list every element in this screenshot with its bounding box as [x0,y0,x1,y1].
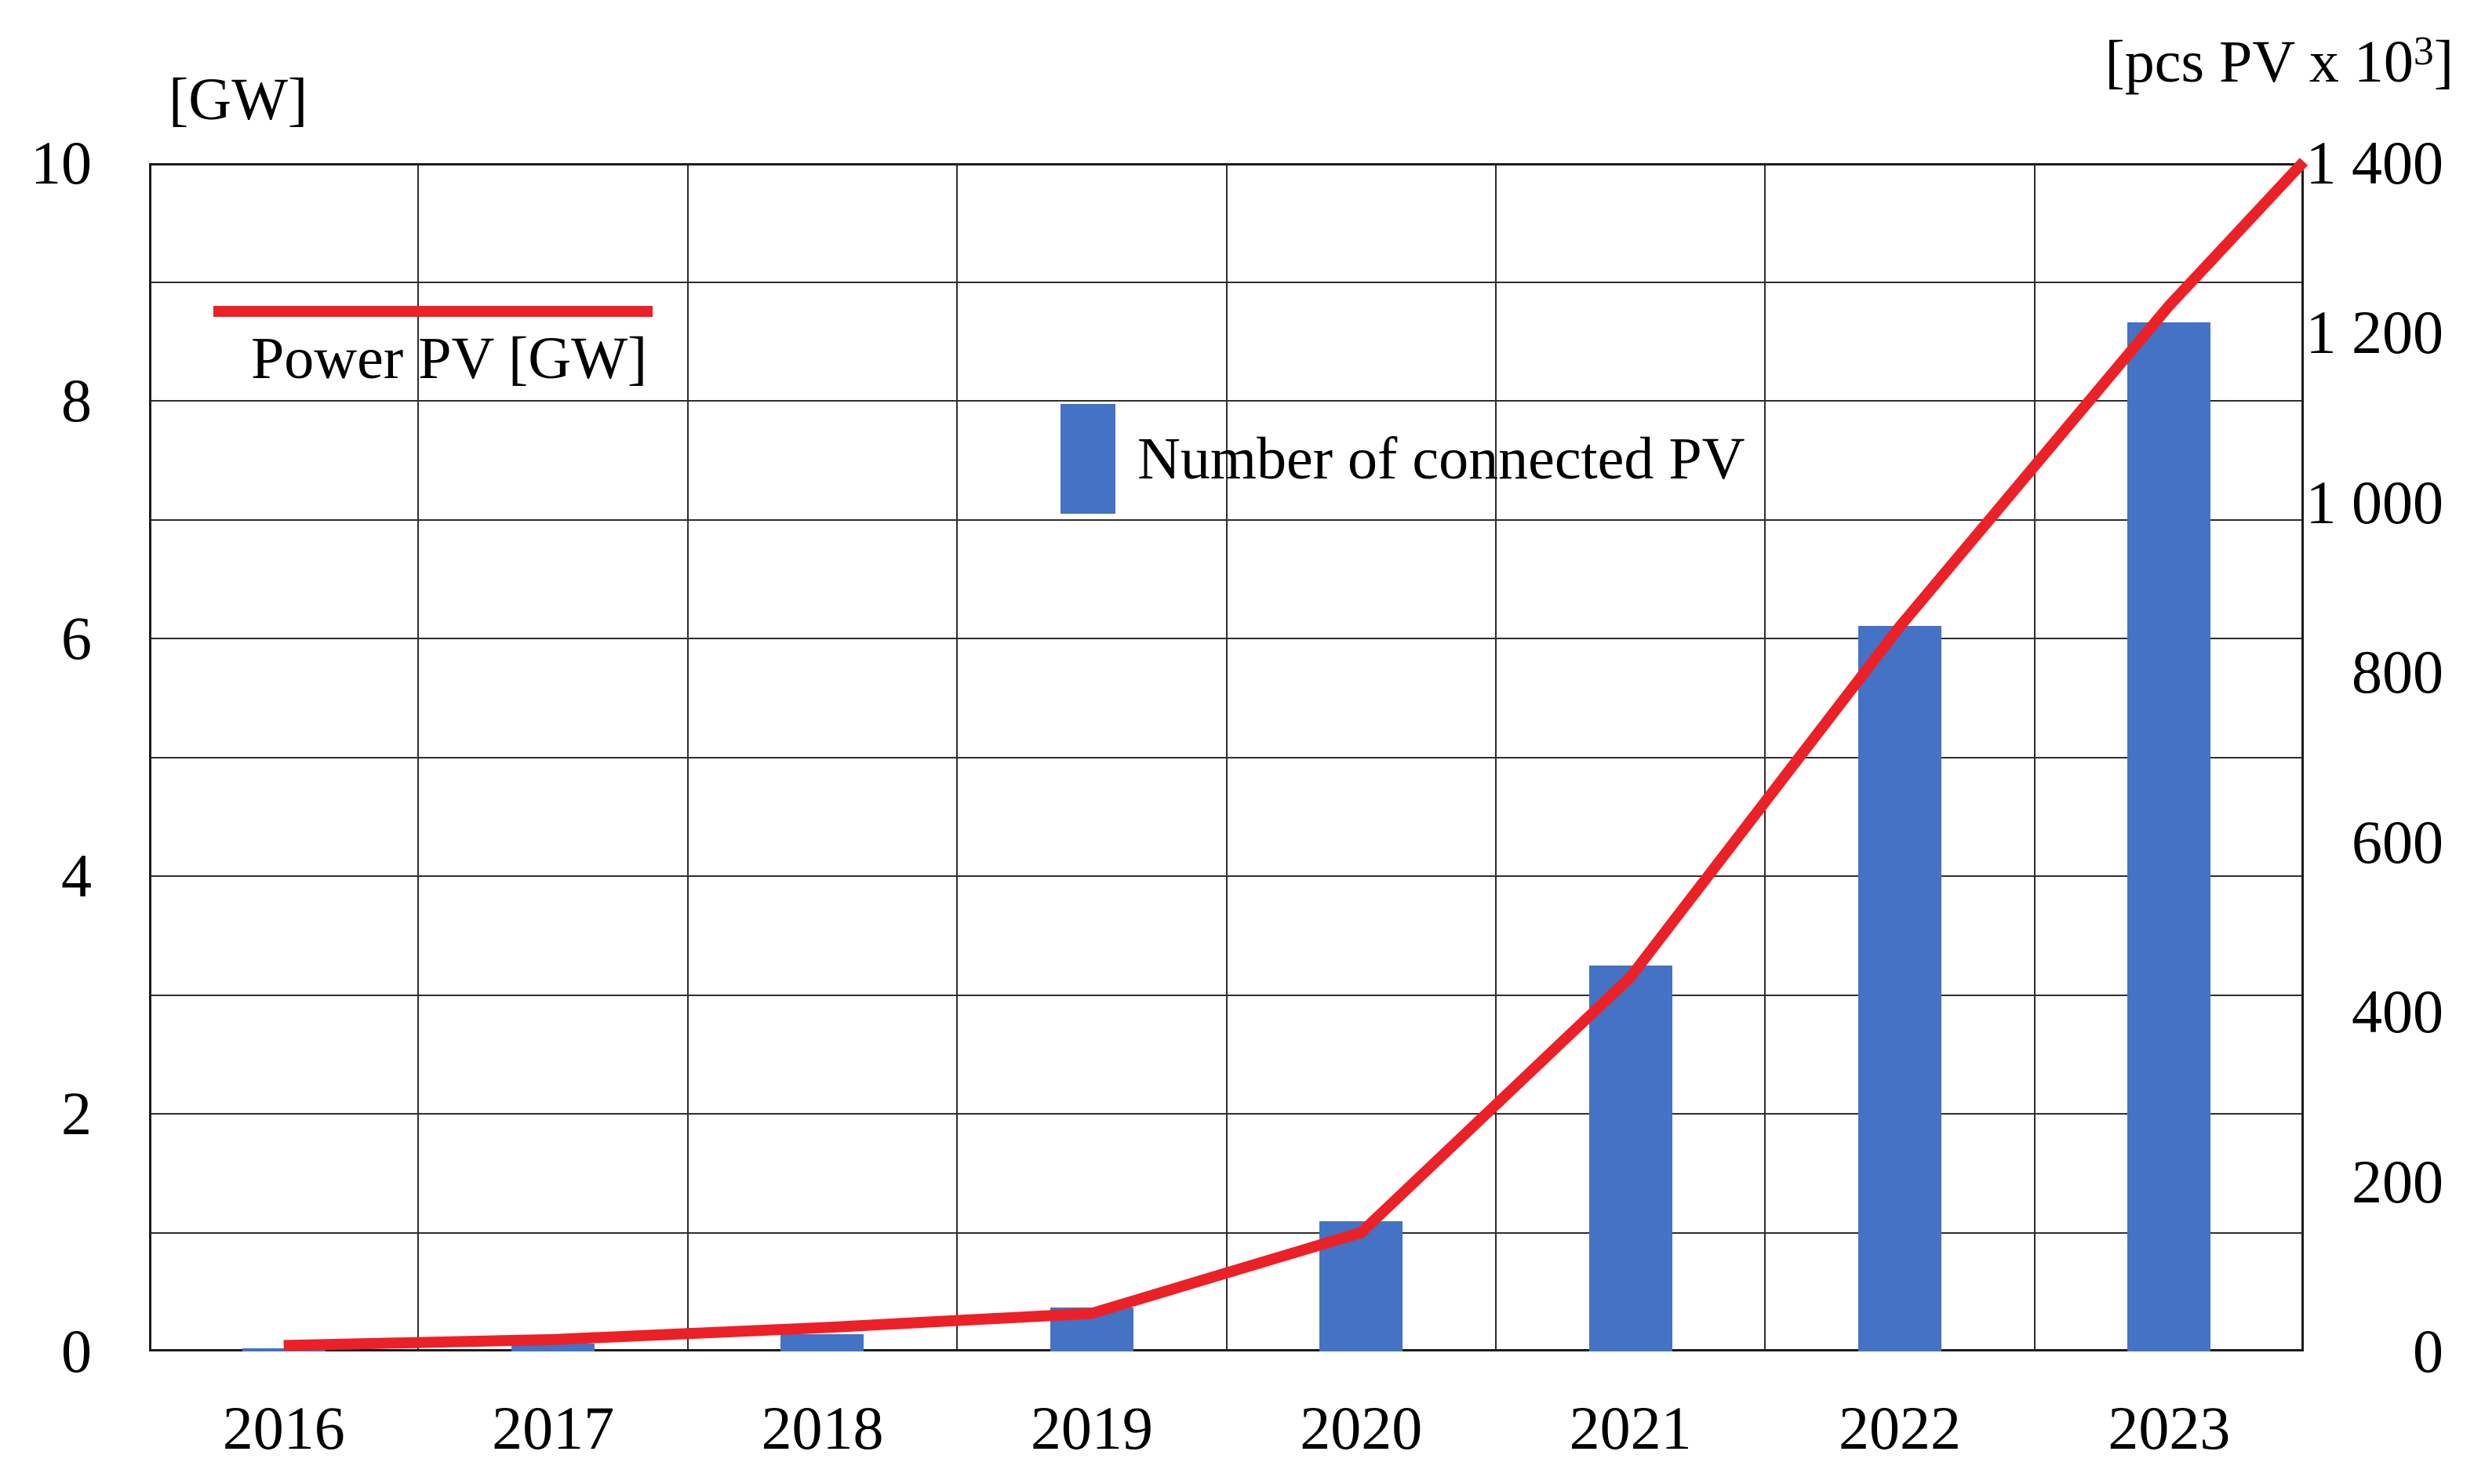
vertical-gridline [686,165,689,1349]
left-axis-tick-8: 8 [61,366,92,435]
right-axis-title: [pcs PV x 103] [2105,31,2454,94]
vertical-gridline [1764,165,1766,1349]
bar-2017 [511,1344,595,1351]
year-label-2017: 2017 [492,1394,615,1462]
right-axis-tick-600: 600 [2352,807,2443,876]
bar-2016 [242,1348,326,1351]
year-label-2021: 2021 [1569,1394,1692,1462]
legend-bar-swatch [1061,404,1115,514]
year-label-2020: 2020 [1300,1394,1423,1462]
right-axis-title-superscript: 3 [2413,29,2434,75]
legend-bar-label: Number of connected PV [1137,426,1745,492]
vertical-gridline [2033,165,2036,1349]
bar-2021 [1588,965,1672,1351]
right-axis-tick-400: 400 [2352,977,2443,1046]
right-axis-tick-0: 0 [2413,1317,2443,1385]
right-axis-tick-800: 800 [2352,638,2443,707]
year-label-2023: 2023 [2108,1394,2231,1462]
year-label-2016: 2016 [222,1394,345,1462]
year-label-2018: 2018 [761,1394,884,1462]
vertical-gridline [1494,165,1497,1349]
vertical-gridline [1225,165,1228,1349]
left-axis-tick-4: 4 [61,842,92,910]
vertical-gridline [956,165,959,1349]
right-axis-tick-200: 200 [2352,1147,2443,1216]
left-axis-tick-0: 0 [61,1317,92,1385]
left-axis-tick-6: 6 [61,604,92,672]
bar-2020 [1319,1221,1403,1351]
legend-line-label: Power PV [GW] [251,326,648,391]
left-axis-tick-10: 10 [31,129,92,197]
left-axis-title: [GW] [169,67,308,133]
bar-2019 [1050,1307,1133,1351]
year-label-2019: 2019 [1030,1394,1153,1462]
right-axis-tick-1200: 1 200 [2305,298,2444,367]
left-axis-tick-2: 2 [61,1079,92,1148]
bar-2022 [1857,625,1941,1351]
year-label-2022: 2022 [1838,1394,1961,1462]
right-axis-title-prefix: [pcs PV x 10 [2105,29,2414,95]
legend-line-swatch [213,306,653,317]
right-axis-tick-1000: 1 000 [2305,467,2444,536]
bar-2023 [2127,322,2211,1351]
right-axis-title-suffix: ] [2433,29,2454,95]
right-axis-tick-1400: 1 400 [2305,129,2444,197]
bar-2018 [780,1334,864,1351]
